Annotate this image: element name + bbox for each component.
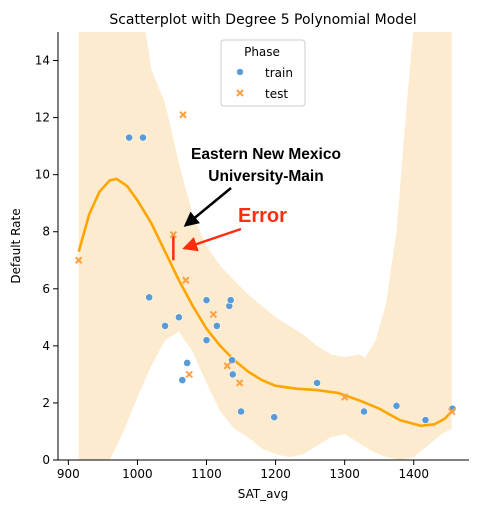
y-axis-ticks: 0 2 4 6 8 10 12 14 <box>35 54 58 467</box>
legend-train-label: train <box>265 66 293 80</box>
point-train <box>421 416 430 424</box>
point-test <box>179 111 187 119</box>
x-tick-label: 1200 <box>260 467 291 481</box>
point-train <box>145 293 154 302</box>
x-axis-label: SAT_avg <box>238 487 289 501</box>
point-test <box>448 407 456 416</box>
point-train <box>360 407 368 416</box>
y-tick-label: 6 <box>42 282 50 296</box>
point-train <box>125 133 134 142</box>
chart-title: Scatterplot with Degree 5 Polynomial Mod… <box>109 12 416 28</box>
annotation-error: Error <box>238 205 287 227</box>
x-tick-label: 1000 <box>122 467 153 481</box>
x-tick-label: 900 <box>57 467 80 481</box>
point-train <box>183 359 192 367</box>
point-train <box>212 321 221 330</box>
point-test <box>185 370 193 379</box>
legend-title: Phase <box>244 45 280 59</box>
point-train <box>202 296 211 305</box>
y-tick-label: 14 <box>35 54 50 68</box>
annotation-university-arrow <box>183 187 232 227</box>
y-tick-label: 10 <box>35 168 50 182</box>
y-tick-label: 2 <box>42 396 50 410</box>
legend-test-marker <box>236 89 244 97</box>
y-tick-label: 0 <box>42 453 50 467</box>
annotation-error-arrow <box>182 227 242 252</box>
point-train <box>178 376 187 385</box>
legend: Phase train test <box>220 39 306 107</box>
point-test <box>182 276 190 284</box>
y-tick-label: 8 <box>42 225 50 239</box>
point-train <box>226 296 235 305</box>
legend-train-marker <box>236 68 244 76</box>
legend-test-label: test <box>265 87 288 101</box>
point-test <box>75 256 83 264</box>
annotation-university-line2: University-Main <box>208 168 323 185</box>
point-test <box>340 393 349 401</box>
point-test <box>223 362 231 370</box>
x-tick-label: 1400 <box>398 467 429 481</box>
point-train <box>270 413 279 422</box>
point-train <box>237 407 245 416</box>
point-train <box>228 370 237 379</box>
x-tick-label: 1300 <box>329 467 360 481</box>
point-train <box>139 133 147 142</box>
point-train <box>174 313 183 322</box>
y-tick-label: 12 <box>35 111 50 125</box>
point-train <box>202 336 211 345</box>
point-train <box>161 321 169 330</box>
x-axis-ticks: 900 1000 1100 1200 1300 1400 <box>57 460 429 481</box>
confidence-band <box>78 32 452 460</box>
annotations: Eastern New Mexico University-Main Error <box>182 146 341 252</box>
x-tick-label: 1100 <box>191 467 222 481</box>
point-train <box>392 401 401 410</box>
annotation-university-line1: Eastern New Mexico <box>191 146 341 163</box>
y-axis-label: Default Rate <box>9 208 23 283</box>
point-test <box>169 230 178 239</box>
point-train <box>313 379 321 387</box>
point-test <box>235 379 244 387</box>
point-train <box>228 356 236 365</box>
y-tick-label: 4 <box>42 339 50 353</box>
point-test <box>209 310 218 319</box>
legend-box <box>220 39 306 107</box>
